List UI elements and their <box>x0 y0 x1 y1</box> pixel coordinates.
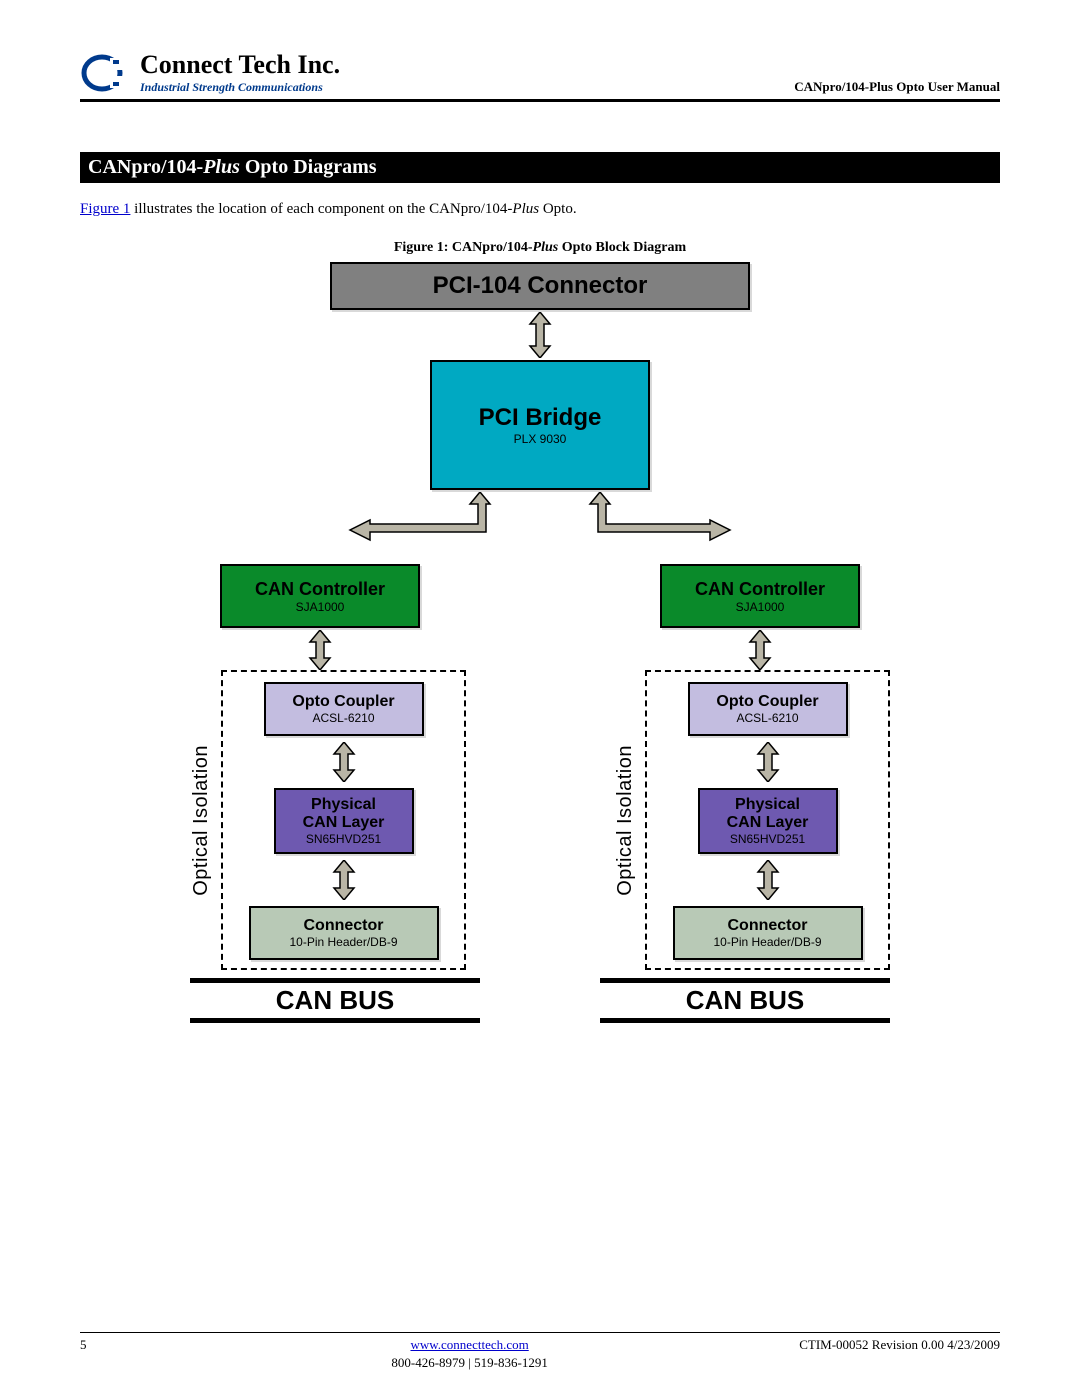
phy-left-title2: CAN Layer <box>303 814 385 832</box>
svg-text:CT: CT <box>93 65 112 81</box>
footer-phones: 800-426-8979 | 519-836-1291 <box>140 1355 799 1371</box>
can-bus-left: CAN BUS <box>190 978 480 1023</box>
conn-left-title: Connector <box>304 917 384 935</box>
isolation-row: Optical Isolation Opto Coupler ACSL-6210… <box>190 670 890 970</box>
conn-left-sub: 10-Pin Header/DB-9 <box>289 935 397 949</box>
phy-right-title2: CAN Layer <box>727 814 809 832</box>
intro-paragraph: Figure 1 illustrates the location of eac… <box>80 201 1000 218</box>
phy-left-sub: SN65HVD251 <box>306 832 381 846</box>
phy-right-title1: Physical <box>735 796 800 814</box>
pci-bridge-sub: PLX 9030 <box>514 432 567 446</box>
company-text: Connect Tech Inc. Industrial Strength Co… <box>140 50 340 95</box>
connector-right-block: Connector 10-Pin Header/DB-9 <box>673 906 863 960</box>
can-bus-right: CAN BUS <box>600 978 890 1023</box>
conn-right-title: Connector <box>728 917 808 935</box>
pci-connector-label: PCI-104 Connector <box>433 272 648 300</box>
arrow-v-right-2-icon <box>754 742 782 782</box>
page-header: CT Connect Tech Inc. Industrial Strength… <box>80 50 1000 102</box>
opto-coupler-left-block: Opto Coupler ACSL-6210 <box>264 682 424 736</box>
intro-italic: Plus <box>512 201 539 217</box>
arrow-v-left-3-icon <box>330 860 358 900</box>
pci-bridge-block: PCI Bridge PLX 9030 <box>430 360 650 490</box>
opto-coupler-right-block: Opto Coupler ACSL-6210 <box>688 682 848 736</box>
pci-104-connector-block: PCI-104 Connector <box>330 262 750 310</box>
figure-link[interactable]: Figure 1 <box>80 201 130 217</box>
figure-caption: Figure 1: CANpro/104-Plus Opto Block Dia… <box>80 240 1000 256</box>
connector-left-block: Connector 10-Pin Header/DB-9 <box>249 906 439 960</box>
opto-left-sub: ACSL-6210 <box>312 711 374 725</box>
intro-text-a: illustrates the location of each compone… <box>130 201 512 217</box>
footer-phone1: 800-426-8979 <box>391 1355 465 1370</box>
isolation-label-right: Optical Isolation <box>614 745 637 896</box>
isolation-label-left: Optical Isolation <box>190 745 213 896</box>
section-italic: Plus <box>203 156 240 178</box>
arrow-v-right-1-icon <box>660 630 860 670</box>
caption-prefix: Figure 1: CANpro/104- <box>394 240 533 255</box>
footer-center: www.connecttech.com 800-426-8979 | 519-8… <box>140 1337 799 1371</box>
can-controller-right-block: CAN Controller SJA1000 <box>660 564 860 628</box>
section-prefix: CANpro/104- <box>88 156 203 178</box>
arrow-divergent-icon <box>330 492 750 562</box>
header-left: CT Connect Tech Inc. Industrial Strength… <box>80 50 340 95</box>
company-tagline: Industrial Strength Communications <box>140 80 340 95</box>
can-controller-left-sub: SJA1000 <box>296 600 345 614</box>
section-heading: CANpro/104-Plus Opto Diagrams <box>80 152 1000 183</box>
footer-revision: CTIM-00052 Revision 0.00 4/23/2009 <box>799 1337 1000 1353</box>
page-footer: 5 www.connecttech.com 800-426-8979 | 519… <box>80 1332 1000 1371</box>
page-number: 5 <box>80 1337 140 1353</box>
phy-right-block: Physical CAN Layer SN65HVD251 <box>698 788 838 854</box>
can-controller-left-block: CAN Controller SJA1000 <box>220 564 420 628</box>
phy-right-sub: SN65HVD251 <box>730 832 805 846</box>
arrow-v-left-2-icon <box>330 742 358 782</box>
caption-italic: Plus <box>533 240 559 255</box>
isolation-box-left: Opto Coupler ACSL-6210 Physical CAN Laye… <box>221 670 466 970</box>
arrow-row-controller-opto <box>220 630 860 670</box>
opto-left-title: Opto Coupler <box>292 693 394 711</box>
arrow-v-right-3-icon <box>754 860 782 900</box>
phy-left-block: Physical CAN Layer SN65HVD251 <box>274 788 414 854</box>
controller-row: CAN Controller SJA1000 CAN Controller SJ… <box>220 564 860 628</box>
bus-row: CAN BUS CAN BUS <box>190 978 890 1023</box>
opto-right-sub: ACSL-6210 <box>736 711 798 725</box>
opto-right-title: Opto Coupler <box>716 693 818 711</box>
arrow-v-1-icon <box>520 312 560 358</box>
can-controller-right-title: CAN Controller <box>695 579 825 600</box>
doc-title: CANpro/104-Plus Opto User Manual <box>794 79 1000 95</box>
phy-left-title1: Physical <box>311 796 376 814</box>
footer-phone2: 519-836-1291 <box>474 1355 548 1370</box>
footer-url-link[interactable]: www.connecttech.com <box>410 1337 528 1352</box>
company-name: Connect Tech Inc. <box>140 50 340 80</box>
pci-bridge-title: PCI Bridge <box>479 404 602 432</box>
isolation-col-right: Optical Isolation Opto Coupler ACSL-6210… <box>614 670 890 970</box>
block-diagram: PCI-104 Connector PCI Bridge PLX 9030 CA… <box>180 262 900 1023</box>
arrow-v-left-1-icon <box>220 630 420 670</box>
caption-suffix: Opto Block Diagram <box>558 240 686 255</box>
can-controller-left-title: CAN Controller <box>255 579 385 600</box>
conn-right-sub: 10-Pin Header/DB-9 <box>713 935 821 949</box>
section-suffix: Opto Diagrams <box>240 156 377 178</box>
company-logo-icon: CT <box>80 54 132 92</box>
isolation-col-left: Optical Isolation Opto Coupler ACSL-6210… <box>190 670 466 970</box>
can-controller-right-sub: SJA1000 <box>736 600 785 614</box>
intro-text-b: Opto. <box>539 201 577 217</box>
isolation-box-right: Opto Coupler ACSL-6210 Physical CAN Laye… <box>645 670 890 970</box>
